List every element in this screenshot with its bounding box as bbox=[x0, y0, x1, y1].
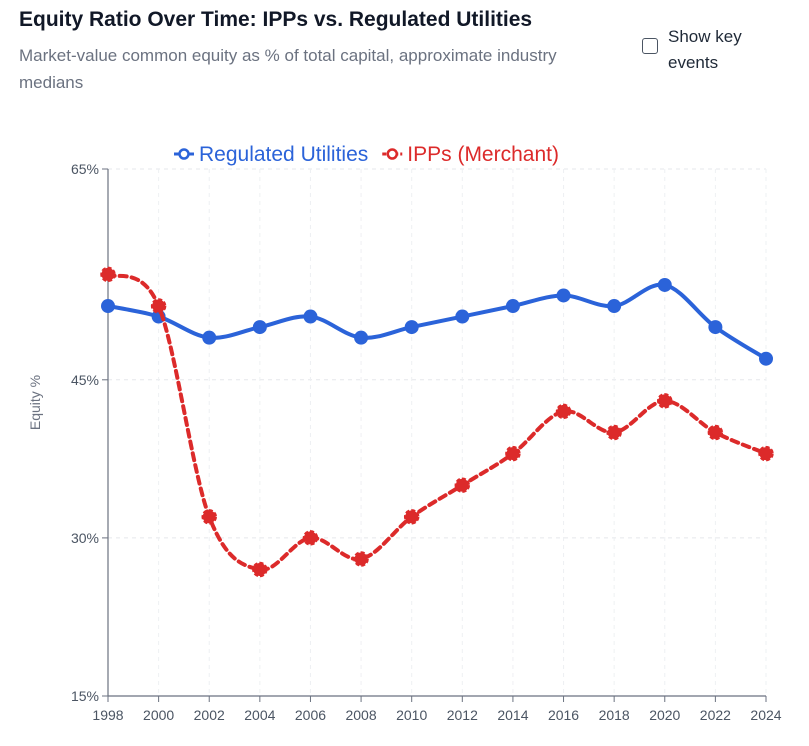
data-point-regulated-utilities bbox=[759, 351, 773, 366]
data-point-regulated-utilities bbox=[354, 330, 369, 345]
data-point-regulated-utilities bbox=[708, 320, 723, 335]
grid-lines bbox=[107, 168, 767, 697]
x-tick-label: 2010 bbox=[396, 707, 427, 723]
data-point-ipps-merchant bbox=[555, 403, 572, 420]
show-key-events-checkbox[interactable] bbox=[642, 38, 658, 54]
data-point-regulated-utilities bbox=[202, 330, 217, 345]
data-point-regulated-utilities bbox=[607, 299, 622, 314]
data-point-regulated-utilities bbox=[657, 277, 672, 292]
legend-swatch-marker bbox=[178, 148, 190, 160]
chart-title: Equity Ratio Over Time: IPPs vs. Regulat… bbox=[19, 8, 533, 31]
x-tick-label: 2006 bbox=[295, 707, 326, 723]
data-point-ipps-merchant bbox=[201, 509, 217, 525]
show-key-events-label[interactable]: Show key events bbox=[668, 27, 742, 72]
y-axis-label: Equity % bbox=[27, 375, 43, 430]
x-tick-label: 2008 bbox=[345, 707, 376, 723]
chart-subtitle: Market-value common equity as % of total… bbox=[19, 46, 557, 92]
data-point-regulated-utilities bbox=[252, 320, 267, 335]
x-tick-label: 2004 bbox=[244, 707, 275, 723]
x-tick-label: 2002 bbox=[194, 707, 225, 723]
legend-item-regulated-utilities: Regulated Utilities bbox=[174, 143, 368, 166]
x-tick-label: 1998 bbox=[92, 707, 123, 723]
y-tick-label: 30% bbox=[71, 530, 99, 546]
show-key-events-toggle[interactable]: Show key events bbox=[642, 24, 758, 76]
series-line-regulated-utilities bbox=[106, 282, 768, 361]
x-tick-label: 2018 bbox=[599, 707, 630, 723]
data-point-regulated-utilities bbox=[505, 299, 520, 314]
legend-label: Regulated Utilities bbox=[199, 143, 368, 166]
data-point-ipps-merchant bbox=[353, 551, 369, 567]
x-tick-label: 2016 bbox=[548, 707, 579, 723]
data-point-ipps-merchant bbox=[707, 424, 724, 441]
x-tick-label: 2012 bbox=[447, 707, 478, 723]
data-point-ipps-merchant bbox=[758, 445, 774, 462]
series-line-ipps-merchant bbox=[106, 272, 768, 572]
y-tick-label: 65% bbox=[71, 161, 99, 177]
series-regulated-utilities bbox=[101, 277, 773, 366]
y-tick-label: 45% bbox=[71, 372, 99, 388]
data-point-regulated-utilities bbox=[303, 309, 318, 324]
legend-swatch-marker bbox=[386, 148, 399, 160]
data-point-ipps-merchant bbox=[505, 445, 521, 462]
data-point-ipps-merchant bbox=[454, 477, 471, 493]
x-tick-label: 2024 bbox=[750, 707, 781, 723]
series-ipps-merchant bbox=[100, 266, 774, 578]
x-tick-label: 2022 bbox=[700, 707, 731, 723]
data-point-ipps-merchant bbox=[657, 393, 673, 409]
legend-label: IPPs (Merchant) bbox=[407, 143, 559, 166]
data-point-ipps-merchant bbox=[403, 509, 420, 525]
data-point-regulated-utilities bbox=[455, 309, 470, 324]
legend: Regulated Utilities IPPs (Merchant) bbox=[174, 143, 559, 166]
x-tick-label: 2000 bbox=[143, 707, 174, 723]
data-point-ipps-merchant bbox=[150, 298, 167, 314]
x-tick-label: 2014 bbox=[497, 707, 528, 723]
data-point-ipps-merchant bbox=[302, 530, 319, 546]
data-point-ipps-merchant bbox=[100, 266, 116, 283]
legend-item-ipps-merchant: IPPs (Merchant) bbox=[382, 143, 559, 166]
data-point-regulated-utilities bbox=[101, 299, 115, 314]
data-point-regulated-utilities bbox=[556, 288, 571, 303]
data-point-regulated-utilities bbox=[404, 320, 419, 335]
data-point-ipps-merchant bbox=[252, 561, 268, 578]
data-point-ipps-merchant bbox=[606, 424, 622, 441]
y-tick-label: 15% bbox=[71, 688, 99, 704]
x-tick-label: 2020 bbox=[649, 707, 680, 723]
